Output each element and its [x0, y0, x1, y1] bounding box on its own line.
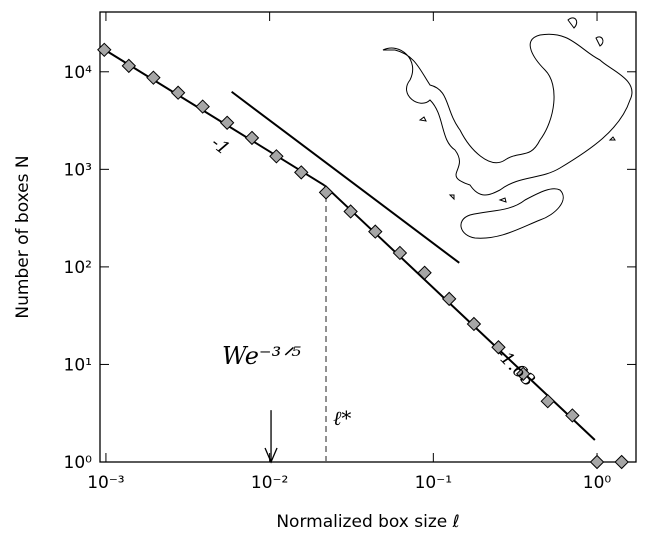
annotation: -1.63: [491, 344, 538, 391]
y-tick-label: 10⁰: [64, 453, 93, 473]
data-point: [244, 130, 260, 146]
y-tick-label: 10¹: [64, 355, 92, 375]
x-tick-label: 10⁻³: [87, 473, 124, 493]
data-point: [417, 265, 432, 280]
annotation: -1: [207, 132, 234, 159]
y-tick-label: 10⁴: [64, 63, 93, 83]
data-point: [392, 245, 408, 261]
y-axis-label: Number of boxes N: [13, 155, 33, 318]
data-point: [170, 85, 186, 100]
fit-line: [99, 46, 325, 187]
data-point: [540, 393, 555, 409]
x-tick-label: 10⁰: [583, 473, 612, 493]
y-tick-label: 10³: [64, 160, 92, 180]
data-point: [589, 454, 605, 470]
data-point: [515, 366, 531, 382]
data-point: [269, 149, 284, 164]
inset-contour: [382, 17, 633, 239]
data-point: [97, 42, 112, 58]
fit-line: [231, 90, 460, 264]
data-point: [491, 340, 506, 355]
data-point: [565, 408, 580, 423]
data-point: [121, 58, 137, 74]
x-tick-label: 10⁻¹: [415, 473, 452, 493]
arrow-head: [264, 447, 278, 464]
data-point: [219, 115, 235, 130]
data-point: [368, 224, 383, 239]
plot-frame: [99, 11, 637, 463]
y-tick-label: 10²: [64, 258, 92, 278]
x-tick-label: 10⁻²: [251, 473, 288, 493]
x-axis-label: Normalized box size ℓ: [276, 512, 459, 532]
annotation: We⁻³ᐟ⁵: [222, 342, 301, 370]
data-point: [318, 185, 334, 200]
data-point: [343, 204, 358, 219]
data-point: [441, 291, 457, 307]
data-point: [195, 99, 210, 114]
data-point: [614, 454, 629, 470]
annotation: ℓ*: [333, 406, 351, 430]
data-point: [146, 70, 161, 85]
data-point: [466, 316, 482, 332]
data-point: [294, 165, 309, 180]
